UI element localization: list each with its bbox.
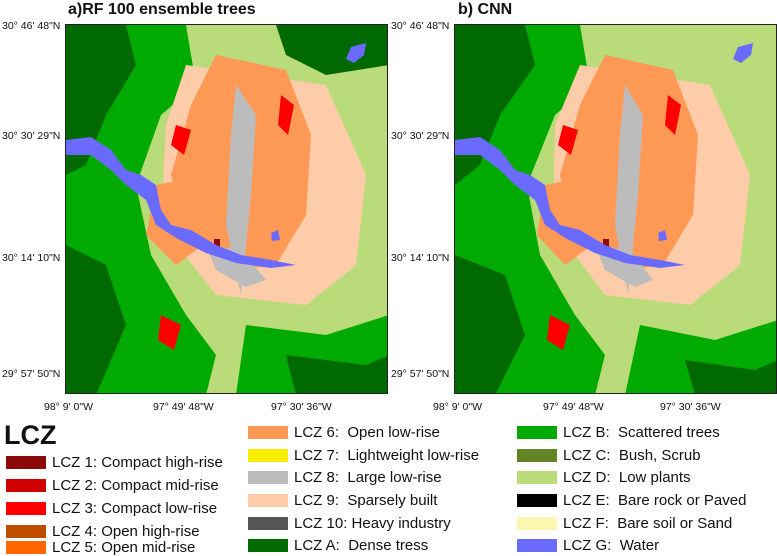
legend-code: LCZ D:: [563, 468, 611, 486]
legend-label: Open high-rise: [101, 522, 200, 540]
lat-label-a-4: 29° 57' 50"N: [2, 368, 61, 380]
lcz-map-b: [455, 25, 776, 393]
legend-code: LCZ 9:: [294, 491, 340, 509]
legend-item-lcze: LCZ E: Bare rock or Paved: [517, 491, 746, 509]
legend-code: LCZ 6:: [294, 423, 340, 441]
panel-b-title: b) CNN: [458, 1, 513, 18]
legend-label: Bush, Scrub: [618, 446, 701, 464]
lat-label-b-1: 30° 46' 48"N: [391, 20, 450, 32]
legend-swatch: [248, 470, 288, 484]
legend-label: Open low-rise: [347, 423, 440, 441]
legend-swatch: [248, 538, 288, 552]
legend-swatch: [6, 455, 46, 469]
legend-label: Low plants: [618, 468, 691, 486]
legend-swatch: [248, 516, 288, 530]
legend-title: LCZ: [4, 420, 57, 450]
legend-item-lcz5: LCZ 5: Open mid-rise: [6, 538, 195, 556]
lon-label-a-2: 97° 49' 48"W: [153, 401, 214, 413]
legend-item-lcz7: LCZ 7: Lightweight low-rise: [248, 446, 479, 464]
lon-label-b-2: 97° 49' 48"W: [543, 401, 604, 413]
legend-item-lcz8: LCZ 8: Large low-rise: [248, 468, 442, 486]
legend-swatch: [6, 478, 46, 492]
legend-label: Bare soil or Sand: [617, 514, 733, 532]
legend-swatch: [248, 448, 288, 462]
legend-code: LCZ E:: [563, 491, 610, 509]
legend-code: LCZ F:: [563, 514, 609, 532]
legend-code: LCZ C:: [563, 446, 611, 464]
legend-item-lczc: LCZ C: Bush, Scrub: [517, 446, 701, 464]
map-panel-b: [454, 24, 777, 394]
legend-code: LCZ 2:: [52, 476, 98, 494]
map-panel-a: [65, 24, 388, 394]
panel-a-title: a)RF 100 ensemble trees: [68, 1, 256, 18]
legend-label: Compact low-rise: [101, 499, 218, 517]
legend-label: Sparsely built: [347, 491, 438, 509]
legend-item-lcz4: LCZ 4: Open high-rise: [6, 522, 200, 540]
legend-item-lcz6: LCZ 6: Open low-rise: [248, 423, 440, 441]
legend-label: Scattered trees: [618, 423, 720, 441]
legend-code: LCZ 7:: [294, 446, 340, 464]
legend-label: Lightweight low-rise: [347, 446, 480, 464]
legend-code: LCZ 4:: [52, 522, 98, 540]
lat-label-a-3: 30° 14' 10"N: [2, 252, 61, 264]
legend-item-lcz1: LCZ 1: Compact high-rise: [6, 453, 223, 471]
legend-label: Large low-rise: [347, 468, 442, 486]
legend-code: LCZ 1:: [52, 453, 98, 471]
legend-code: LCZ 8:: [294, 468, 340, 486]
legend-item-lczg: LCZ G: Water: [517, 536, 659, 554]
lat-label-a-2: 30° 30' 29"N: [2, 130, 61, 142]
legend-swatch: [248, 425, 288, 439]
lon-label-a-3: 97° 30' 36"W: [271, 401, 332, 413]
legend-swatch: [517, 538, 557, 552]
legend-item-lcza: LCZ A: Dense tress: [248, 536, 428, 554]
legend-swatch: [517, 516, 557, 530]
lcz-map-a: [66, 25, 387, 393]
legend-swatch: [6, 501, 46, 515]
lat-label-b-4: 29° 57' 50"N: [391, 368, 450, 380]
legend-code: LCZ 10:: [294, 514, 348, 532]
legend-swatch: [517, 470, 557, 484]
legend-item-lczb: LCZ B: Scattered trees: [517, 423, 720, 441]
lat-label-a-1: 30° 46' 48"N: [2, 20, 61, 32]
lat-label-b-2: 30° 30' 29"N: [391, 130, 450, 142]
legend-swatch: [248, 493, 288, 507]
legend-item-lczd: LCZ D: Low plants: [517, 468, 691, 486]
legend-swatch: [6, 524, 46, 538]
legend-swatch: [517, 425, 557, 439]
legend-item-lcz3: LCZ 3: Compact low-rise: [6, 499, 217, 517]
lon-label-b-3: 97° 30' 36"W: [660, 401, 721, 413]
legend-label: Open mid-rise: [101, 538, 196, 556]
legend-swatch: [517, 493, 557, 507]
lat-label-b-3: 30° 14' 10"N: [391, 252, 450, 264]
lon-label-b-1: 98° 9' 0"W: [433, 401, 483, 413]
lon-label-a-1: 98° 9' 0"W: [44, 401, 94, 413]
legend-item-lcz10: LCZ 10: Heavy industry: [248, 514, 451, 532]
legend-item-lcz9: LCZ 9: Sparsely built: [248, 491, 437, 509]
legend-code: LCZ 3:: [52, 499, 98, 517]
legend-label: Water: [619, 536, 660, 554]
legend-code: LCZ G:: [563, 536, 612, 554]
legend-label: Dense tress: [348, 536, 429, 554]
legend-item-lcz2: LCZ 2: Compact mid-rise: [6, 476, 219, 494]
legend-code: LCZ 5:: [52, 538, 98, 556]
legend-label: Bare rock or Paved: [618, 491, 747, 509]
legend-swatch: [6, 540, 46, 554]
legend-code: LCZ B:: [563, 423, 610, 441]
legend-label: Heavy industry: [351, 514, 451, 532]
legend-swatch: [517, 448, 557, 462]
legend-code: LCZ A:: [294, 536, 340, 554]
legend-item-lczf: LCZ F: Bare soil or Sand: [517, 514, 732, 532]
legend-label: Compact mid-rise: [101, 476, 219, 494]
legend-label: Compact high-rise: [101, 453, 223, 471]
